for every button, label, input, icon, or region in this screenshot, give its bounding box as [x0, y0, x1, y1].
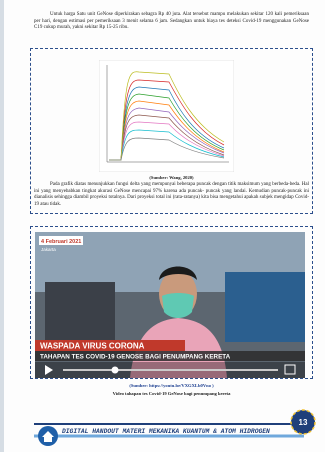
video-caption: Video tahapan tes Covid-19 GeNose bagi p… [34, 391, 309, 396]
background [45, 282, 115, 342]
video-location: Jakarta [41, 247, 56, 252]
progress-bar[interactable] [63, 369, 278, 371]
face-mask [162, 293, 194, 318]
page-number: 13 [299, 418, 308, 427]
background [225, 272, 305, 342]
video-player[interactable]: 4 Februari 2021 Jakarta WASPADA VIRUS CO… [35, 232, 305, 378]
image-frame [99, 60, 234, 172]
video-date: 4 Februari 2021 [41, 239, 81, 245]
banner-text: WASPADA VIRUS CORONA [40, 342, 145, 351]
progress-handle[interactable] [112, 367, 119, 374]
figure-image [99, 60, 234, 172]
paragraph: Pada grafik diatas menunjukkan fungsi de… [34, 182, 309, 208]
footer: DIGITAL HANDOUT MATERI MEKANIKA KUANTUM … [4, 400, 325, 452]
paragraph: Untuk harga Satu unit GeNose diperkiraka… [34, 12, 309, 32]
video-source: (Sumber: https://youtu.be/VXGXLb0Vno ) [34, 383, 309, 388]
footer-title: DIGITAL HANDOUT MATERI MEKANIKA KUANTUM … [62, 428, 270, 435]
headline: TAHAPAN TES COVID-19 GENOSE BAGI PENUMPA… [40, 354, 231, 361]
page: Untuk harga Satu unit GeNose diperkiraka… [0, 0, 325, 452]
figure-caption: (Sumber: Wang, 2020) [34, 175, 309, 180]
